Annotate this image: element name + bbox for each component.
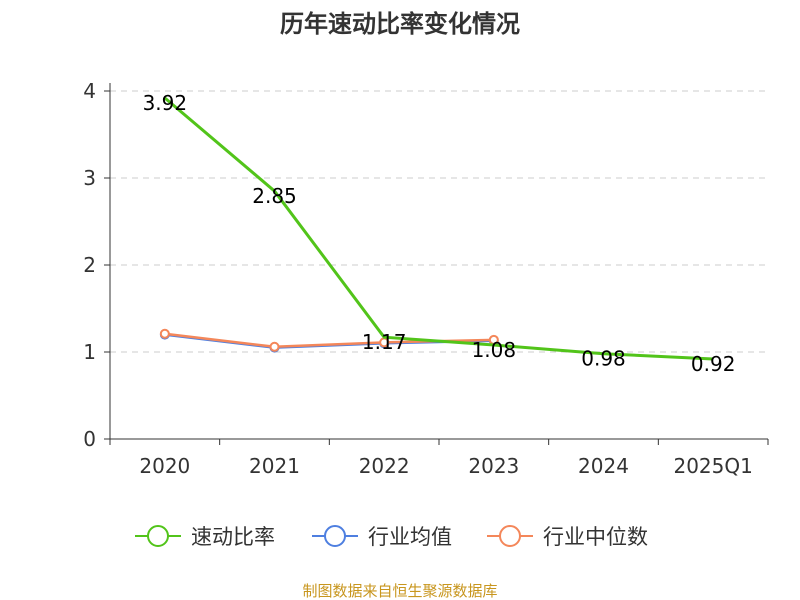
legend-label[interactable]: 行业均值 <box>368 525 452 549</box>
x-tick-label: 2022 <box>359 454 410 478</box>
data-label: 1.17 <box>362 330 407 354</box>
chart-title: 历年速动比率变化情况 <box>280 10 520 38</box>
x-tick-label: 2021 <box>249 454 300 478</box>
data-label: 2.85 <box>252 184 297 208</box>
data-point[interactable] <box>159 328 170 339</box>
legend-marker-icon[interactable] <box>499 525 521 547</box>
legend-marker-icon[interactable] <box>324 525 346 547</box>
legend-marker-icon[interactable] <box>147 525 169 547</box>
y-tick-label: 4 <box>83 79 96 103</box>
x-tick-label: 2024 <box>578 454 629 478</box>
x-tick-label: 2023 <box>468 454 519 478</box>
source-note: 制图数据来自恒生聚源数据库 <box>302 582 497 600</box>
data-label: 0.98 <box>581 347 626 371</box>
y-tick-label: 2 <box>83 253 96 277</box>
legend-label[interactable]: 行业中位数 <box>543 525 648 549</box>
y-tick-label: 0 <box>83 427 96 451</box>
series-line-0 <box>163 96 714 361</box>
data-label: 0.92 <box>691 352 736 376</box>
data-label: 3.92 <box>143 91 188 115</box>
y-tick-label: 3 <box>83 166 96 190</box>
y-tick-label: 1 <box>83 340 96 364</box>
x-tick-label: 2025Q1 <box>673 454 752 478</box>
x-tick-label: 2020 <box>139 454 190 478</box>
data-point[interactable] <box>269 341 280 352</box>
data-label: 1.08 <box>472 338 517 362</box>
legend-label[interactable]: 速动比率 <box>191 525 275 549</box>
